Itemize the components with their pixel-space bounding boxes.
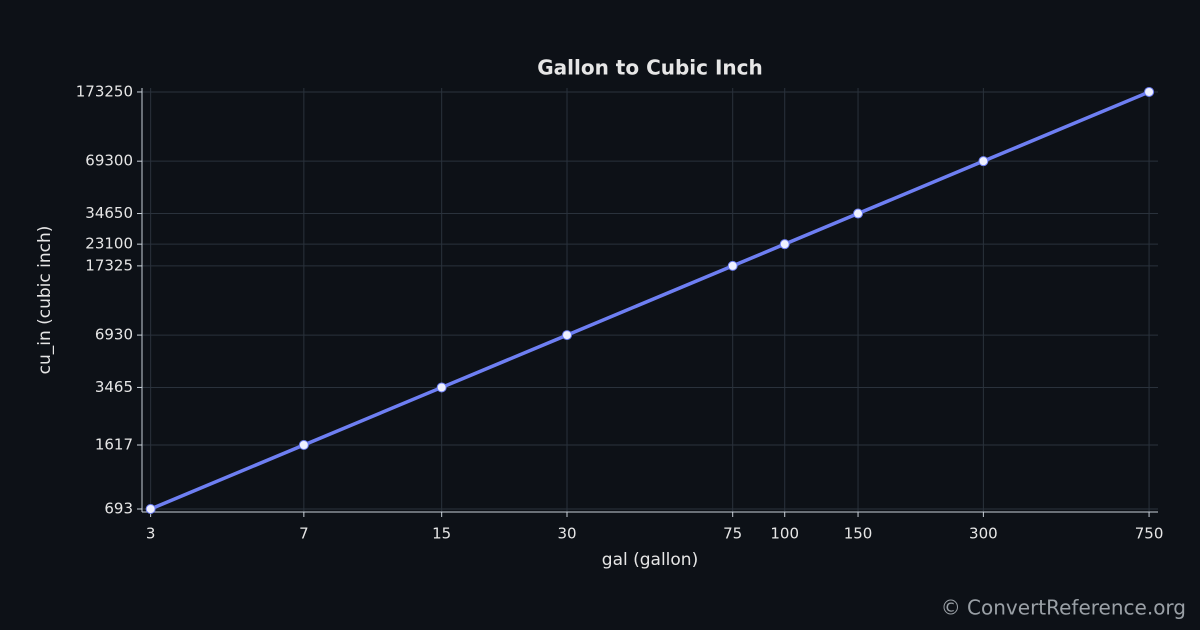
data-point <box>145 503 156 514</box>
y-tick-label: 17325 <box>85 256 133 274</box>
data-point <box>562 330 573 341</box>
x-tick-label: 100 <box>770 525 799 543</box>
x-axis-label: gal (gallon) <box>602 550 698 570</box>
data-point <box>978 156 989 167</box>
y-axis-label: cu_in (cubic inch) <box>35 226 55 375</box>
chart-title: Gallon to Cubic Inch <box>537 56 763 80</box>
y-tick-label: 6930 <box>95 326 133 344</box>
data-point <box>436 382 447 393</box>
x-tick-label: 7 <box>299 525 309 543</box>
y-tick-label: 1617 <box>95 436 133 454</box>
x-tick-label: 75 <box>723 525 742 543</box>
data-point <box>779 239 790 250</box>
x-tick-label: 150 <box>844 525 873 543</box>
y-tick-label: 23100 <box>85 235 133 253</box>
y-tick-label: 3465 <box>95 378 133 396</box>
x-tick-label: 15 <box>432 525 451 543</box>
x-tick-label: 750 <box>1135 525 1164 543</box>
footer: © ConvertReference.org <box>941 596 1186 620</box>
y-tick-label: 34650 <box>85 204 133 222</box>
x-tick-label: 30 <box>557 525 576 543</box>
x-tick-label: 3 <box>146 525 156 543</box>
data-point <box>1144 86 1155 97</box>
y-tick-label: 693 <box>104 499 133 517</box>
data-point <box>727 260 738 271</box>
x-tick-label: 300 <box>969 525 998 543</box>
data-point <box>853 208 864 219</box>
y-tick-label: 173250 <box>76 82 133 100</box>
data-point <box>298 440 309 451</box>
y-tick-label: 69300 <box>85 152 133 170</box>
